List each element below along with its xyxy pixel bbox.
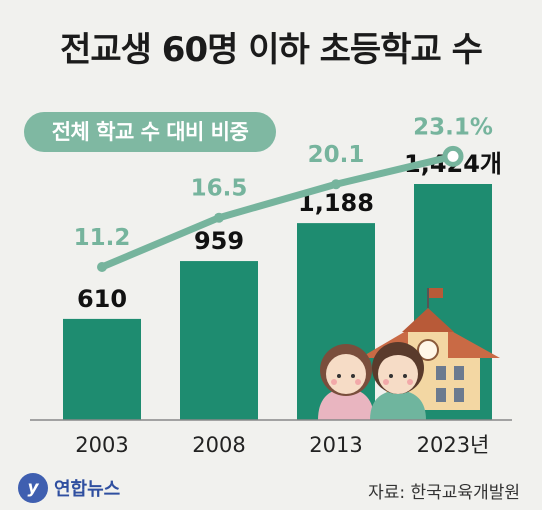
girl-face: [326, 354, 366, 394]
publisher-logo: y 연합뉴스: [18, 473, 120, 503]
ratio-value-label: 20.1: [308, 142, 365, 168]
x-tick-label: 2008: [192, 433, 245, 457]
school-window: [436, 388, 446, 402]
ratio-point: [442, 145, 464, 167]
bar-2003: [63, 318, 141, 420]
ratio-line: [98, 152, 457, 271]
school-window: [436, 366, 446, 380]
x-tick-label: 2023년: [417, 433, 490, 457]
boy-body: [370, 390, 426, 420]
x-tick-label: 2013: [309, 433, 362, 457]
x-tick-label: 2003: [75, 433, 128, 457]
ratio-value-label: 11.2: [74, 225, 131, 251]
bar-value-label: 610: [77, 285, 127, 313]
chart-title: 전교생 60명 이하 초등학교 수: [60, 30, 483, 70]
school-tower-roof: [402, 308, 454, 332]
school-clock: [417, 339, 439, 361]
x-axis-labels: 2003 2008 2013 2023년: [75, 433, 489, 457]
ratio-value-label: 16.5: [191, 176, 248, 202]
ratio-point: [331, 179, 341, 190]
flag: [429, 288, 443, 298]
school-children-illustration: [318, 288, 500, 420]
boy-face: [378, 354, 418, 394]
legend-ratio: 전체 학교 수 대비 비중: [24, 112, 276, 152]
girl-body: [318, 388, 374, 420]
school-window: [454, 366, 464, 380]
school-window: [454, 388, 464, 402]
ratio-value-label: 23.1%: [413, 114, 493, 140]
ratio-point: [97, 262, 107, 272]
ratio-point: [214, 212, 224, 223]
logo-text: 연합뉴스: [54, 479, 121, 500]
bar-2008: [180, 261, 258, 420]
source-note: 자료: 한국교육개발원: [368, 483, 520, 503]
logo-icon: y: [18, 473, 48, 503]
bar-value-label: 959: [194, 227, 244, 255]
line-layer: 11.2 16.5 20.1 23.1%: [74, 114, 493, 272]
